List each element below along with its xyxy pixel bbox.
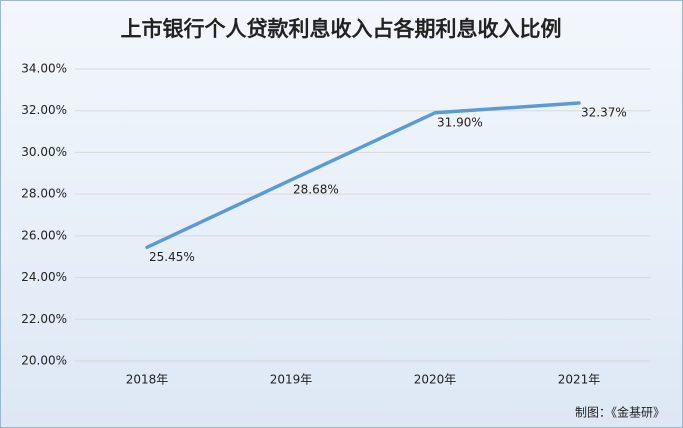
data-label: 32.37%: [581, 105, 627, 119]
y-tick-label: 28.00%: [21, 187, 67, 201]
y-tick-label: 30.00%: [21, 145, 67, 159]
x-tick-label: 2021年: [558, 373, 601, 387]
x-tick-label: 2020年: [414, 373, 457, 387]
y-tick-label: 22.00%: [21, 312, 67, 326]
chart-title: 上市银行个人贷款利息收入占各期利息收入比例: [121, 17, 562, 41]
data-label: 25.45%: [149, 250, 195, 264]
y-tick-label: 34.00%: [21, 62, 67, 76]
x-tick-label: 2019年: [270, 373, 313, 387]
y-tick-label: 24.00%: [21, 270, 67, 284]
source-note: 制图：《金基研》: [575, 405, 665, 420]
x-tick-label: 2018年: [126, 373, 169, 387]
data-label: 28.68%: [293, 182, 339, 196]
y-tick-label: 32.00%: [21, 103, 67, 117]
data-label: 31.90%: [437, 115, 483, 129]
y-tick-label: 20.00%: [21, 354, 67, 368]
line: [145, 101, 581, 250]
y-tick-label: 26.00%: [21, 228, 67, 242]
